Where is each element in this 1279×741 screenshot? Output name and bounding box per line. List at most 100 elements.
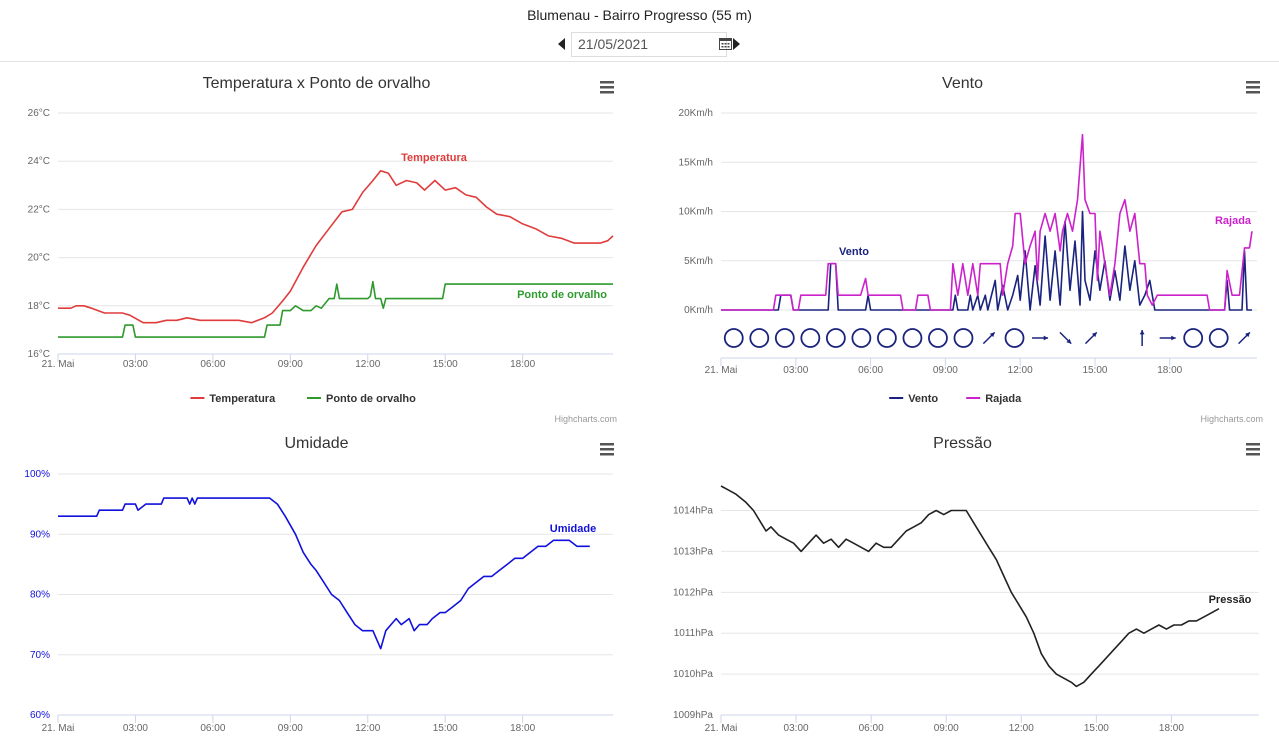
svg-text:Rajada: Rajada [985, 393, 1022, 405]
y-tick-label: 1011hPa [674, 628, 714, 639]
wind-chart: Vento 0Km/h 5Km/h 10Km/h 15Km/h 20Km/h 21. Mai… [679, 75, 1263, 424]
x-tick-label: 21. Mai [705, 723, 738, 734]
legend-item[interactable]: Ponto de orvalho [307, 393, 416, 405]
wind-direction-arrow-icon [1059, 331, 1072, 345]
y-tick-label: 10Km/h [679, 207, 713, 218]
x-tick-label: 15:00 [1082, 365, 1107, 376]
legend-item[interactable]: Vento [889, 393, 938, 405]
wind-calm-icon [1183, 328, 1204, 348]
series-line-2 [58, 280, 613, 338]
y-tick-label: 1013hPa [673, 546, 713, 557]
previous-day-arrow-icon[interactable] [558, 38, 565, 50]
x-tick-label: 12:00 [1009, 723, 1034, 734]
y-tick-label: 15Km/h [679, 157, 713, 168]
x-tick-label: 18:00 [510, 723, 535, 734]
wind-calm-icon [902, 328, 923, 348]
y-tick-label: 80% [30, 590, 50, 601]
x-tick-label: 21. Mai [42, 359, 75, 370]
chart-title: Pressão [933, 435, 992, 452]
chart-title: Temperatura x Ponto de orvalho [203, 75, 431, 92]
y-tick-label: 1009hPa [673, 710, 713, 721]
series-label: Pressão [1209, 594, 1252, 606]
credits-link[interactable]: Highcharts.com [554, 414, 617, 424]
x-tick-label: 09:00 [933, 365, 958, 376]
y-tick-label: 18°C [28, 301, 50, 312]
wind-direction-arrow-icon [1139, 330, 1145, 346]
series-label: Umidade [550, 523, 596, 535]
y-tick-label: 1012hPa [673, 587, 713, 598]
credits-link[interactable]: Highcharts.com [1200, 414, 1263, 424]
svg-text:Ponto de orvalho: Ponto de orvalho [326, 393, 416, 405]
station-title: Blumenau - Bairro Progresso (55 m) [527, 7, 752, 23]
x-tick-label: 06:00 [200, 359, 225, 370]
x-tick-label: 03:00 [783, 365, 808, 376]
svg-text:Temperatura: Temperatura [209, 393, 276, 405]
x-tick-label: 12:00 [355, 723, 380, 734]
series-line-2 [721, 133, 1253, 311]
date-input[interactable]: 21/05/2021 [571, 32, 727, 57]
pressure-chart: Pressão 1009hPa 1010hPa 1011hPa 1012hPa 1013h… [673, 435, 1260, 734]
y-tick-label: 5Km/h [684, 256, 713, 267]
chart-title: Vento [942, 75, 983, 92]
series-line-1 [58, 497, 590, 650]
wind-calm-icon [928, 328, 948, 348]
y-tick-label: 20Km/h [679, 108, 713, 119]
wind-calm-icon [877, 328, 897, 348]
pressure-chart-panel: Pressão 1009hPa 1010hPa 1011hPa 1012hPa 1013h… [646, 424, 1279, 741]
temperature-chart-panel: Temperatura x Ponto de orvalho 16°C 18°C 20… [0, 62, 633, 424]
x-tick-label: 09:00 [278, 723, 303, 734]
y-tick-label: 0Km/h [684, 305, 713, 316]
y-tick-label: 16°C [28, 349, 50, 360]
wind-calm-icon [1208, 328, 1229, 348]
x-tick-label: 03:00 [123, 723, 148, 734]
x-tick-label: 09:00 [278, 359, 303, 370]
y-tick-label: 70% [30, 650, 50, 661]
x-tick-label: 03:00 [784, 723, 809, 734]
x-tick-label: 06:00 [859, 723, 884, 734]
chart-menu-icon[interactable] [1246, 443, 1260, 456]
x-tick-label: 12:00 [355, 359, 380, 370]
legend-item[interactable]: Temperatura [190, 393, 276, 405]
wind-chart-panel: Vento 0Km/h 5Km/h 10Km/h 15Km/h 20Km/h 21. Mai… [646, 62, 1279, 424]
y-tick-label: 1014hPa [673, 506, 713, 517]
calendar-icon[interactable] [719, 37, 732, 50]
chart-title: Umidade [284, 435, 348, 452]
series-line-1 [721, 210, 1252, 311]
wind-direction-arrow-icon [982, 331, 996, 345]
next-day-arrow-icon[interactable] [733, 38, 740, 50]
wind-calm-icon [1004, 328, 1025, 348]
y-tick-label: 26°C [28, 108, 50, 119]
wind-calm-icon [749, 328, 770, 348]
x-tick-label: 21. Mai [42, 723, 75, 734]
x-tick-label: 09:00 [934, 723, 959, 734]
x-tick-label: 15:00 [1084, 723, 1109, 734]
x-tick-label: 15:00 [433, 723, 458, 734]
x-tick-label: 15:00 [433, 359, 458, 370]
series-line-1 [58, 170, 614, 324]
x-tick-label: 03:00 [123, 359, 148, 370]
svg-text:Vento: Vento [908, 393, 938, 405]
chart-menu-icon[interactable] [600, 81, 614, 94]
y-tick-label: 1010hPa [673, 669, 713, 680]
humidity-chart: Umidade 60% 70% 80% 90% 100% 21. Mai 03:00 06:00… [24, 435, 614, 734]
series-label: Vento [839, 246, 869, 258]
x-tick-label: 06:00 [200, 723, 225, 734]
chart-menu-icon[interactable] [1246, 81, 1260, 94]
wind-direction-arrow-icon [1084, 331, 1098, 345]
wind-calm-icon [825, 328, 846, 348]
y-tick-label: 60% [30, 710, 50, 721]
x-tick-label: 21. Mai [705, 365, 738, 376]
temperature-chart: Temperatura x Ponto de orvalho 16°C 18°C 20… [28, 75, 617, 424]
x-tick-label: 18:00 [1159, 723, 1184, 734]
wind-calm-icon [774, 328, 795, 348]
wind-direction-arrow-icon [1032, 335, 1049, 341]
wind-calm-icon [800, 328, 821, 348]
series-label: Ponto de orvalho [517, 289, 607, 301]
legend-item[interactable]: Rajada [966, 393, 1022, 405]
x-tick-label: 12:00 [1008, 365, 1033, 376]
y-tick-label: 100% [24, 469, 50, 480]
chart-menu-icon[interactable] [600, 443, 614, 456]
y-tick-label: 24°C [28, 156, 50, 167]
series-label: Rajada [1215, 215, 1252, 227]
series-line-1 [720, 485, 1220, 688]
